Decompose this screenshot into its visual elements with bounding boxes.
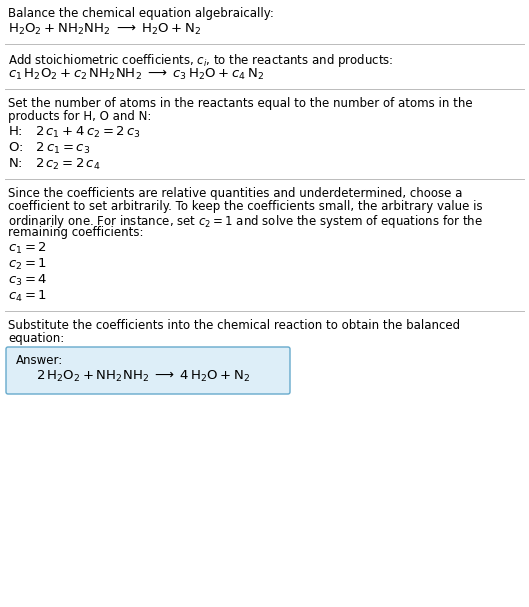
Text: equation:: equation: xyxy=(8,332,64,345)
Text: $2\,\mathrm{H_2O_2} + \mathrm{NH_2NH_2} \;\longrightarrow\; 4\,\mathrm{H_2O} + \: $2\,\mathrm{H_2O_2} + \mathrm{NH_2NH_2} … xyxy=(36,369,250,384)
Text: remaining coefficients:: remaining coefficients: xyxy=(8,226,143,239)
FancyBboxPatch shape xyxy=(6,347,290,394)
Text: $\mathrm{H_2O_2 + NH_2NH_2 \;\longrightarrow\; H_2O + N_2}$: $\mathrm{H_2O_2 + NH_2NH_2 \;\longrighta… xyxy=(8,22,201,37)
Text: $c_1 = 2$: $c_1 = 2$ xyxy=(8,241,47,256)
Text: Balance the chemical equation algebraically:: Balance the chemical equation algebraica… xyxy=(8,7,274,20)
Text: $c_3 = 4$: $c_3 = 4$ xyxy=(8,273,48,288)
Text: products for H, O and N:: products for H, O and N: xyxy=(8,110,151,123)
Text: O:   $2\,c_1 = c_3$: O: $2\,c_1 = c_3$ xyxy=(8,141,90,156)
Text: H:   $2\,c_1 + 4\,c_2 = 2\,c_3$: H: $2\,c_1 + 4\,c_2 = 2\,c_3$ xyxy=(8,125,141,140)
Text: Substitute the coefficients into the chemical reaction to obtain the balanced: Substitute the coefficients into the che… xyxy=(8,319,460,332)
Text: Since the coefficients are relative quantities and underdetermined, choose a: Since the coefficients are relative quan… xyxy=(8,187,462,200)
Text: Answer:: Answer: xyxy=(16,354,63,367)
Text: Add stoichiometric coefficients, $c_i$, to the reactants and products:: Add stoichiometric coefficients, $c_i$, … xyxy=(8,52,394,69)
Text: Set the number of atoms in the reactants equal to the number of atoms in the: Set the number of atoms in the reactants… xyxy=(8,97,472,110)
Text: ordinarily one. For instance, set $c_2 = 1$ and solve the system of equations fo: ordinarily one. For instance, set $c_2 =… xyxy=(8,213,483,230)
Text: $c_2 = 1$: $c_2 = 1$ xyxy=(8,257,47,272)
Text: coefficient to set arbitrarily. To keep the coefficients small, the arbitrary va: coefficient to set arbitrarily. To keep … xyxy=(8,200,482,213)
Text: N:   $2\,c_2 = 2\,c_4$: N: $2\,c_2 = 2\,c_4$ xyxy=(8,157,101,172)
Text: $c_4 = 1$: $c_4 = 1$ xyxy=(8,289,47,304)
Text: $c_1\,\mathrm{H_2O_2} + c_2\,\mathrm{NH_2NH_2} \;\longrightarrow\; c_3\,\mathrm{: $c_1\,\mathrm{H_2O_2} + c_2\,\mathrm{NH_… xyxy=(8,67,264,82)
